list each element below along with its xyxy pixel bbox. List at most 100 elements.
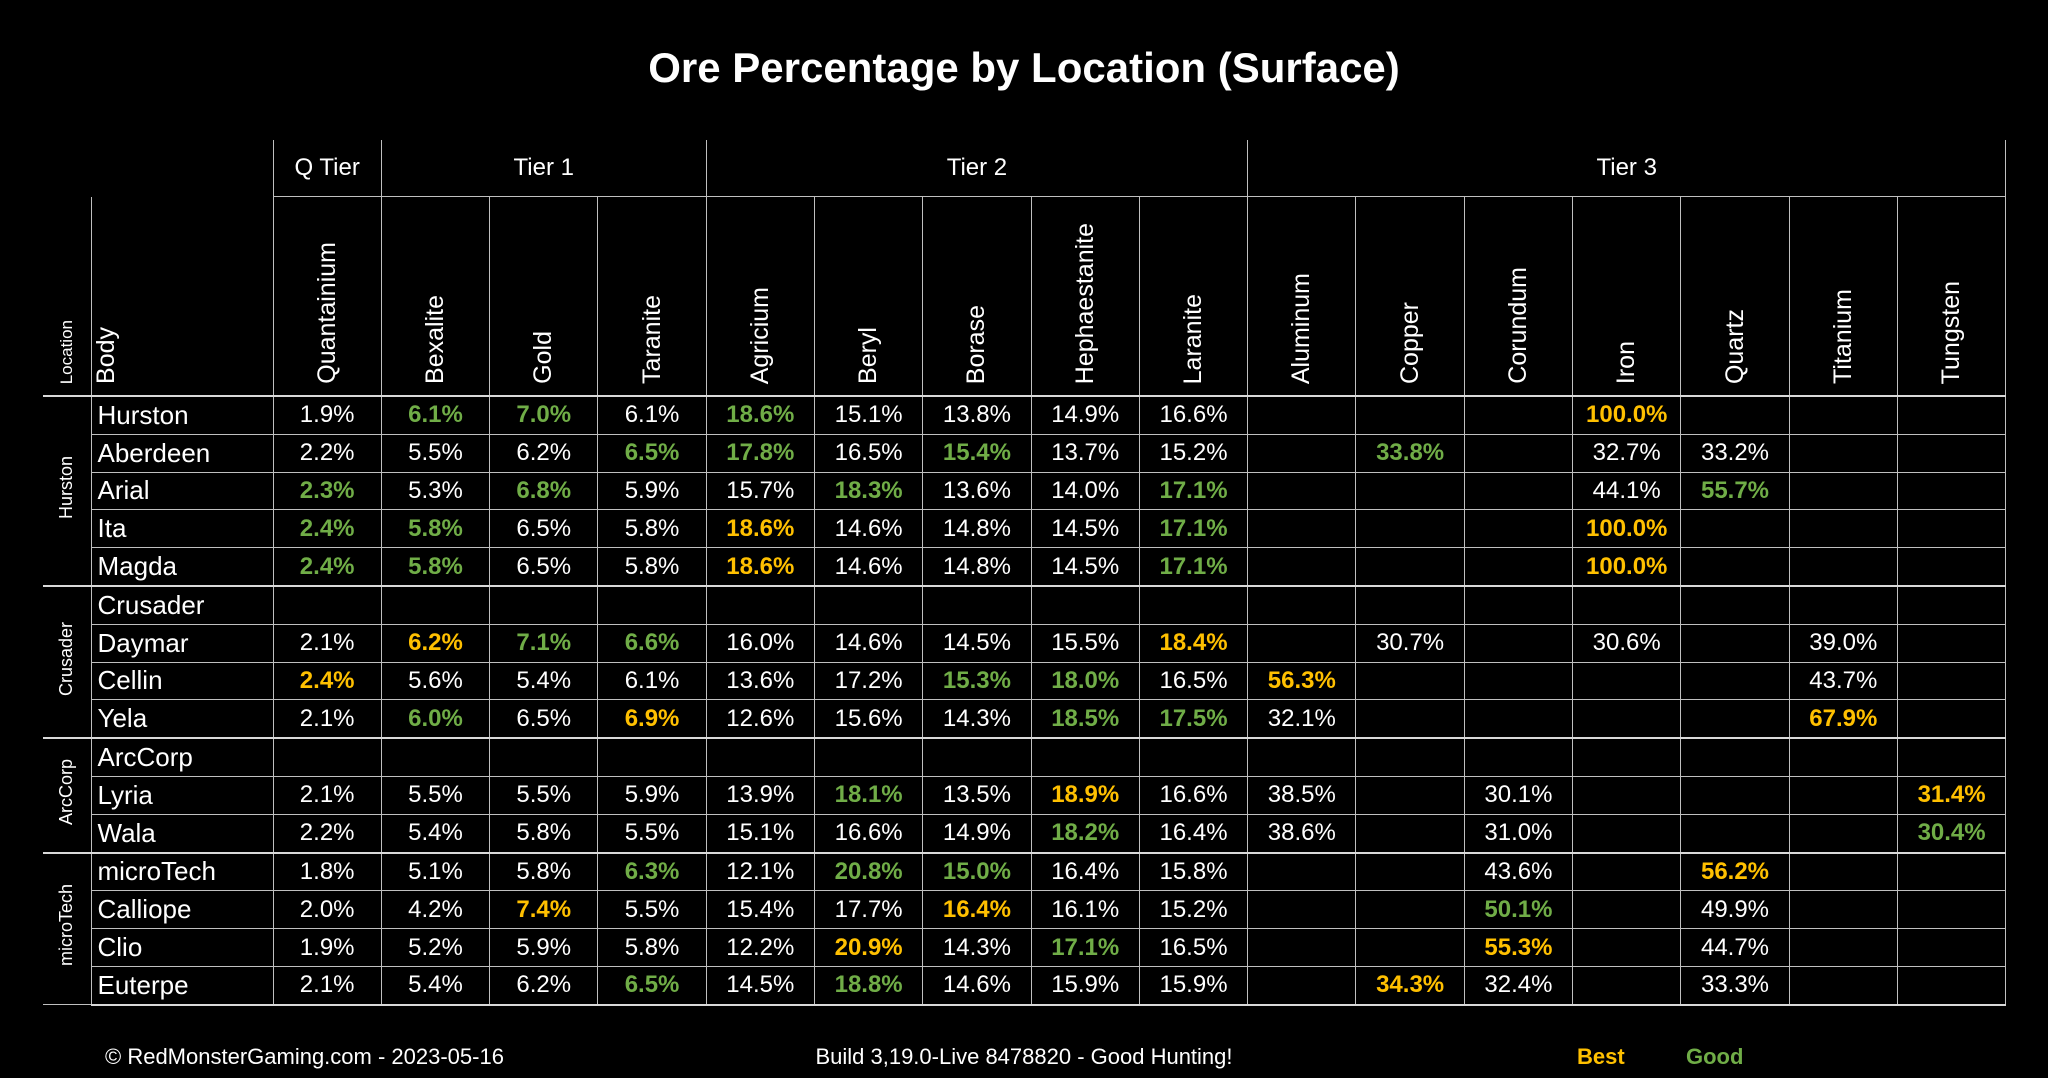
body-name: Calliope bbox=[90, 890, 274, 930]
value-cell: 5.5% bbox=[380, 433, 491, 473]
value-cell bbox=[1355, 890, 1465, 930]
value-cell: 16.6% bbox=[1138, 394, 1249, 435]
value-cell: 6.1% bbox=[597, 661, 707, 701]
value-cell bbox=[1247, 623, 1357, 663]
value-cell: 6.5% bbox=[489, 547, 599, 587]
value-cell bbox=[1138, 737, 1249, 777]
value-cell bbox=[922, 737, 1032, 777]
value-cell: 6.2% bbox=[380, 623, 491, 663]
value-cell: 14.6% bbox=[813, 509, 924, 549]
value-cell: 13.6% bbox=[922, 471, 1032, 511]
body-name: Crusader bbox=[90, 584, 274, 625]
value-cell: 18.5% bbox=[1030, 699, 1140, 739]
value-cell: 15.6% bbox=[813, 699, 924, 739]
value-cell: 17.8% bbox=[705, 433, 815, 473]
value-cell: 15.5% bbox=[1030, 623, 1140, 663]
value-cell: 6.2% bbox=[489, 965, 599, 1006]
body-name: Yela bbox=[90, 699, 274, 739]
column-header-row: Location Body Quantainium Bexalite Gold Taran… bbox=[43, 196, 2007, 397]
value-cell bbox=[1896, 394, 2007, 435]
value-cell bbox=[1788, 928, 1898, 967]
value-cell: 67.9% bbox=[1788, 699, 1898, 739]
value-cell: 6.8% bbox=[489, 471, 599, 511]
value-cell: 15.7% bbox=[705, 471, 815, 511]
value-cell: 5.8% bbox=[489, 813, 599, 854]
value-cell: 18.3% bbox=[813, 471, 924, 511]
column-header-quantainium: Quantainium bbox=[272, 196, 382, 397]
value-cell bbox=[1030, 584, 1140, 625]
value-cell: 17.1% bbox=[1138, 547, 1249, 587]
column-header-agricium-text: Agricium bbox=[745, 286, 774, 384]
value-cell: 2.4% bbox=[272, 509, 382, 549]
value-cell: 56.2% bbox=[1680, 851, 1790, 892]
build-text: Build 3,19.0-Live 8478820 - Good Hunting… bbox=[815, 1044, 1233, 1069]
column-header-gold-text: Gold bbox=[529, 331, 558, 384]
value-cell bbox=[1896, 547, 2007, 587]
value-cell: 14.6% bbox=[813, 547, 924, 587]
location-label: Crusader bbox=[56, 621, 77, 696]
column-header-laranite-text: Laranite bbox=[1179, 293, 1208, 384]
value-cell: 38.6% bbox=[1247, 813, 1357, 854]
value-cell: 14.3% bbox=[922, 699, 1032, 739]
value-cell: 2.4% bbox=[272, 661, 382, 701]
location-group-crusader: Crusader bbox=[43, 584, 92, 739]
value-cell bbox=[1355, 699, 1465, 739]
value-cell: 14.5% bbox=[1030, 547, 1140, 587]
value-cell bbox=[1247, 584, 1357, 625]
value-cell: 5.1% bbox=[380, 851, 491, 892]
header-blank bbox=[43, 140, 273, 197]
column-header-copper-text: Copper bbox=[1395, 302, 1424, 384]
value-cell: 14.3% bbox=[922, 928, 1032, 967]
value-cell: 2.3% bbox=[272, 471, 382, 511]
value-cell: 18.6% bbox=[705, 547, 815, 587]
tier-header: Tier 3 bbox=[1247, 140, 2007, 197]
table-row: Lyria 2.1% 5.5% 5.5% 5.9% 13.9% 18.1% 13.5% 18.9… bbox=[43, 775, 2007, 815]
value-cell: 6.5% bbox=[489, 699, 599, 739]
value-cell bbox=[813, 584, 924, 625]
value-cell: 14.8% bbox=[922, 509, 1032, 549]
value-cell bbox=[272, 737, 382, 777]
value-cell: 50.1% bbox=[1463, 890, 1574, 930]
value-cell bbox=[1355, 737, 1465, 777]
value-cell: 43.7% bbox=[1788, 661, 1898, 701]
column-header-copper: Copper bbox=[1355, 196, 1465, 397]
value-cell: 17.5% bbox=[1138, 699, 1249, 739]
value-cell bbox=[1355, 509, 1465, 549]
value-cell: 17.1% bbox=[1030, 928, 1140, 967]
value-cell: 55.3% bbox=[1463, 928, 1574, 967]
column-header-titanium: Titanium bbox=[1788, 196, 1898, 397]
value-cell bbox=[1788, 775, 1898, 815]
value-cell: 30.1% bbox=[1463, 775, 1574, 815]
column-header-quantainium-text: Quantainium bbox=[312, 242, 341, 384]
value-cell: 6.5% bbox=[597, 965, 707, 1006]
value-cell bbox=[1247, 509, 1357, 549]
value-cell: 5.8% bbox=[380, 509, 491, 549]
value-cell: 13.5% bbox=[922, 775, 1032, 815]
value-cell: 5.3% bbox=[380, 471, 491, 511]
value-cell bbox=[1463, 623, 1574, 663]
value-cell bbox=[1572, 775, 1682, 815]
value-cell: 15.3% bbox=[922, 661, 1032, 701]
value-cell: 31.0% bbox=[1463, 813, 1574, 854]
column-header-titanium-text: Titanium bbox=[1828, 289, 1857, 384]
table-row: Arial 2.3% 5.3% 6.8% 5.9% 15.7% 18.3% 13.6% 14.0… bbox=[43, 471, 2007, 511]
value-cell: 5.9% bbox=[597, 471, 707, 511]
value-cell bbox=[1788, 394, 1898, 435]
value-cell: 13.8% bbox=[922, 394, 1032, 435]
value-cell: 16.1% bbox=[1030, 890, 1140, 930]
value-cell bbox=[1572, 661, 1682, 701]
value-cell: 15.2% bbox=[1138, 890, 1249, 930]
value-cell bbox=[1896, 584, 2007, 625]
value-cell: 13.7% bbox=[1030, 433, 1140, 473]
value-cell bbox=[272, 584, 382, 625]
column-header-borase-text: Borase bbox=[962, 304, 991, 384]
value-cell: 100.0% bbox=[1572, 547, 1682, 587]
location-label: microTech bbox=[56, 884, 77, 967]
value-cell bbox=[1463, 584, 1574, 625]
value-cell: 5.8% bbox=[597, 547, 707, 587]
value-cell: 1.9% bbox=[272, 394, 382, 435]
value-cell bbox=[1896, 433, 2007, 473]
body-header: Body bbox=[90, 196, 274, 397]
body-name: ArcCorp bbox=[90, 737, 274, 777]
value-cell: 5.5% bbox=[597, 813, 707, 854]
